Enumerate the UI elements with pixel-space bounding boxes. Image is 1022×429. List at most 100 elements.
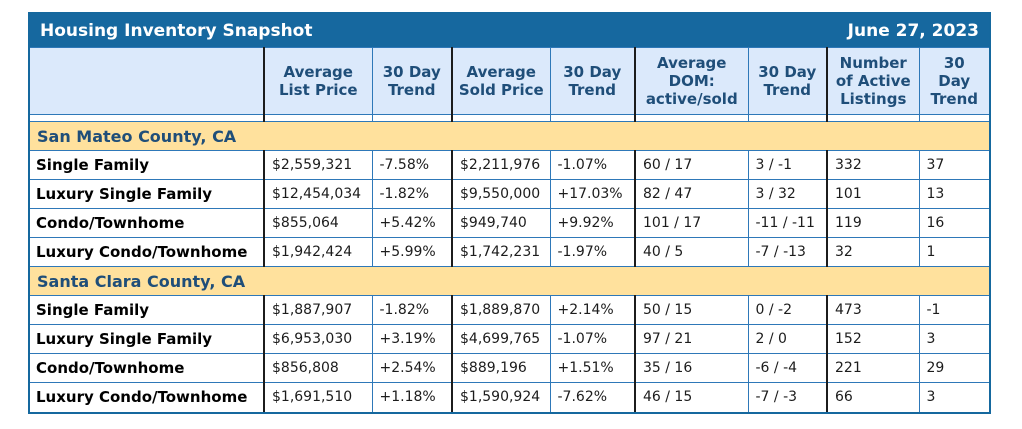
table-row: Luxury Condo/Townhome $1,942,424 +5.99% $1,… (30, 237, 989, 267)
row-label: Luxury Condo/Townhome (30, 382, 264, 412)
avg-list-price-cell: $6,953,030 (263, 324, 372, 354)
avg-sold-price-cell: $1,742,231 (451, 237, 550, 267)
active-listings-cell: 473 (826, 295, 919, 325)
dom-trend-cell: -7 / -13 (747, 237, 827, 267)
avg-list-price-cell: $12,454,034 (263, 179, 372, 209)
avg-sold-price-cell: $9,550,000 (451, 179, 550, 209)
list-price-trend-cell: +5.42% (371, 208, 452, 238)
section-header-label: San Mateo County, CA (30, 121, 989, 151)
title-bar: Housing Inventory Snapshot June 27, 2023 (30, 14, 989, 47)
list-price-trend-cell: -1.82% (371, 179, 452, 209)
active-listings-cell: 32 (826, 237, 919, 267)
avg-sold-price-cell: $1,889,870 (451, 295, 550, 325)
list-price-trend-cell: -7.58% (371, 150, 452, 180)
table-row: Luxury Single Family $12,454,034 -1.82% $9,… (30, 179, 989, 209)
list-price-trend-cell: +5.99% (371, 237, 452, 267)
avg-list-price-cell: $2,559,321 (263, 150, 372, 180)
table-row: Condo/Townhome $856,808 +2.54% $889,196 +1.5… (30, 353, 989, 383)
dom-trend-cell: -6 / -4 (747, 353, 827, 383)
row-label: Condo/Townhome (30, 208, 264, 238)
avg-dom-cell: 46 / 15 (634, 382, 748, 412)
inventory-table: Average List Price 30 Day Trend Average … (30, 47, 989, 412)
listings-trend-cell: 16 (918, 208, 989, 238)
section-header-row: Santa Clara County, CA (30, 266, 989, 296)
avg-list-price-cell: $1,887,907 (263, 295, 372, 325)
list-price-trend-cell: +2.54% (371, 353, 452, 383)
dom-trend-cell: 0 / -2 (747, 295, 827, 325)
avg-sold-price-cell: $4,699,765 (451, 324, 550, 354)
avg-sold-price-cell: $1,590,924 (451, 382, 550, 412)
dom-trend-cell: 2 / 0 (747, 324, 827, 354)
sold-price-trend-cell: +9.92% (549, 208, 635, 238)
column-header-sold-price-trend: 30 Day Trend (549, 47, 635, 115)
sold-price-trend-cell: -1.97% (549, 237, 635, 267)
avg-dom-cell: 35 / 16 (634, 353, 748, 383)
avg-list-price-cell: $1,942,424 (263, 237, 372, 267)
column-header-dom-trend: 30 Day Trend (747, 47, 827, 115)
active-listings-cell: 332 (826, 150, 919, 180)
listings-trend-cell: 13 (918, 179, 989, 209)
avg-dom-cell: 101 / 17 (634, 208, 748, 238)
section-header-row: San Mateo County, CA (30, 121, 989, 151)
listings-trend-cell: 3 (918, 382, 989, 412)
page-title: Housing Inventory Snapshot (40, 20, 313, 41)
avg-list-price-cell: $1,691,510 (263, 382, 372, 412)
listings-trend-cell: 3 (918, 324, 989, 354)
column-header-active-listings: Number of Active Listings (826, 47, 919, 115)
avg-sold-price-cell: $949,740 (451, 208, 550, 238)
column-header-average-sold-price: Average Sold Price (451, 47, 550, 115)
inventory-table-container: Housing Inventory Snapshot June 27, 2023… (28, 12, 991, 414)
column-header-listings-trend: 30 Day Trend (918, 47, 989, 115)
list-price-trend-cell: +3.19% (371, 324, 452, 354)
row-label: Luxury Single Family (30, 324, 264, 354)
sold-price-trend-cell: -1.07% (549, 150, 635, 180)
table-row: Single Family $1,887,907 -1.82% $1,889,870 +… (30, 295, 989, 325)
column-header-average-list-price: Average List Price (263, 47, 372, 115)
column-header-list-price-trend: 30 Day Trend (371, 47, 452, 115)
row-label: Luxury Condo/Townhome (30, 237, 264, 267)
listings-trend-cell: 37 (918, 150, 989, 180)
sold-price-trend-cell: +1.51% (549, 353, 635, 383)
list-price-trend-cell: -1.82% (371, 295, 452, 325)
report-date: June 27, 2023 (847, 20, 979, 41)
active-listings-cell: 66 (826, 382, 919, 412)
avg-dom-cell: 50 / 15 (634, 295, 748, 325)
row-label: Condo/Townhome (30, 353, 264, 383)
listings-trend-cell: -1 (918, 295, 989, 325)
active-listings-cell: 101 (826, 179, 919, 209)
table-row: Luxury Condo/Townhome $1,691,510 +1.18% $1,… (30, 382, 989, 412)
sold-price-trend-cell: -7.62% (549, 382, 635, 412)
avg-dom-cell: 82 / 47 (634, 179, 748, 209)
dom-trend-cell: -11 / -11 (747, 208, 827, 238)
column-header-blank (30, 47, 264, 115)
spacer-row (30, 114, 989, 122)
column-header-row: Average List Price 30 Day Trend Average … (30, 47, 989, 115)
avg-dom-cell: 97 / 21 (634, 324, 748, 354)
row-label: Single Family (30, 295, 264, 325)
active-listings-cell: 221 (826, 353, 919, 383)
avg-list-price-cell: $856,808 (263, 353, 372, 383)
sold-price-trend-cell: +2.14% (549, 295, 635, 325)
active-listings-cell: 119 (826, 208, 919, 238)
dom-trend-cell: 3 / -1 (747, 150, 827, 180)
sold-price-trend-cell: -1.07% (549, 324, 635, 354)
sold-price-trend-cell: +17.03% (549, 179, 635, 209)
listings-trend-cell: 1 (918, 237, 989, 267)
avg-sold-price-cell: $889,196 (451, 353, 550, 383)
avg-dom-cell: 60 / 17 (634, 150, 748, 180)
table-row: Luxury Single Family $6,953,030 +3.19% $4,6… (30, 324, 989, 354)
listings-trend-cell: 29 (918, 353, 989, 383)
row-label: Single Family (30, 150, 264, 180)
dom-trend-cell: 3 / 32 (747, 179, 827, 209)
list-price-trend-cell: +1.18% (371, 382, 452, 412)
row-label: Luxury Single Family (30, 179, 264, 209)
table-row: Single Family $2,559,321 -7.58% $2,211,976-… (30, 150, 989, 180)
active-listings-cell: 152 (826, 324, 919, 354)
avg-sold-price-cell: $2,211,976 (451, 150, 550, 180)
avg-dom-cell: 40 / 5 (634, 237, 748, 267)
avg-list-price-cell: $855,064 (263, 208, 372, 238)
section-header-label: Santa Clara County, CA (30, 266, 989, 296)
dom-trend-cell: -7 / -3 (747, 382, 827, 412)
table-row: Condo/Townhome $855,064 +5.42% $949,740 +9.9… (30, 208, 989, 238)
